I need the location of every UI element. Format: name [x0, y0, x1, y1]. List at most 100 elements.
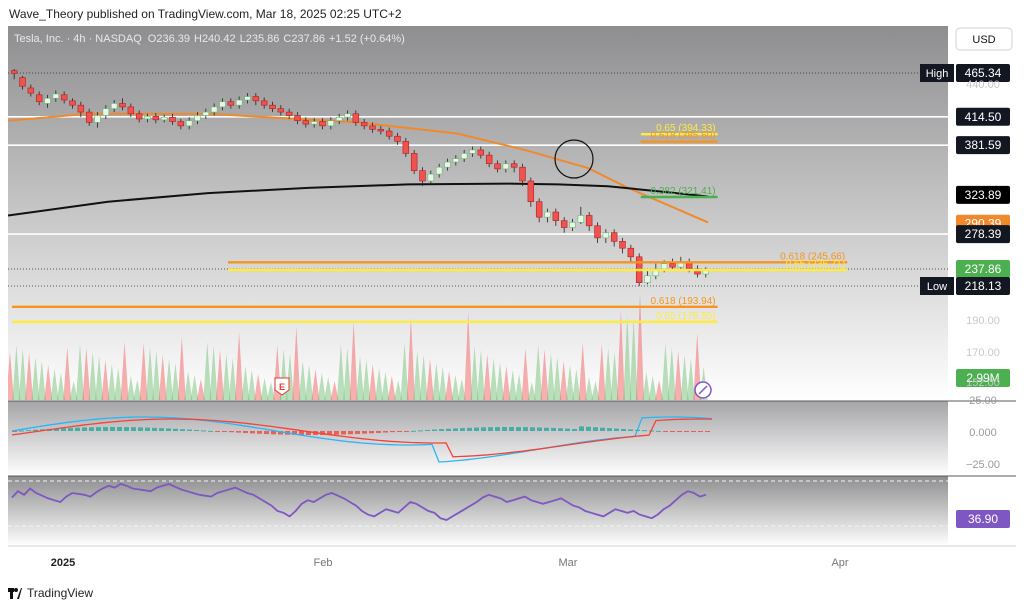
candle-body [344, 113, 351, 118]
volume-bar [387, 376, 396, 400]
candle-body [577, 215, 585, 223]
volume-bar [356, 356, 364, 400]
earnings-marker[interactable]: E [274, 377, 290, 396]
candle-body [494, 163, 501, 170]
candle-body [85, 111, 93, 123]
rsi-badge-bg [956, 510, 1010, 528]
macd-histogram-bar [698, 431, 703, 432]
volume-bar [311, 369, 320, 400]
macd-histogram-bar [26, 430, 31, 432]
macd-histogram-bar [138, 427, 143, 431]
price-axis-label: 190.00 [966, 315, 1000, 327]
macd-histogram-bar [208, 430, 213, 432]
volume-bar [521, 348, 530, 400]
price-badge-bg [956, 107, 1010, 126]
volume-bar [76, 344, 84, 400]
legend-high-label: H [194, 33, 202, 45]
macd-histogram-bar [537, 427, 542, 431]
candle-body [535, 201, 543, 218]
currency-button[interactable]: USD [955, 27, 1013, 51]
candle-body [219, 101, 226, 108]
volume-bar [636, 293, 644, 400]
macd-histogram-bar [572, 428, 577, 431]
publisher-text: Wave_Theory published on TradingView.com… [9, 7, 402, 21]
candle-body [402, 141, 410, 154]
macd-histogram-bar [551, 427, 556, 431]
macd-histogram-bar [509, 427, 514, 431]
macd-histogram-bar [425, 429, 430, 431]
volume-bar [502, 366, 511, 400]
volume-bar [661, 343, 670, 400]
volume-bar [330, 381, 339, 400]
macd-histogram-bar [236, 431, 241, 433]
price-chart[interactable]: Tesla, Inc. · 4h · NASDAQ O236.39 H240.42 L… [8, 26, 1016, 576]
macd-histogram-bar [173, 428, 178, 431]
volume-bar [642, 372, 651, 400]
macd-histogram-bar [89, 427, 94, 431]
volume-bar [534, 345, 543, 400]
volume-bar [464, 312, 473, 400]
volume-bar [8, 352, 14, 400]
macd-histogram-bar [523, 427, 528, 431]
macd-histogram-bar [215, 431, 220, 432]
volume-bar [120, 342, 129, 400]
volume-badge: 2.99M [966, 371, 999, 385]
macd-histogram-bar [320, 431, 325, 435]
candle-body [244, 96, 251, 101]
volume-bar [126, 376, 135, 400]
level-lines [8, 72, 948, 287]
macd-histogram-bar [642, 430, 647, 432]
time-axis-label: 2025 [51, 557, 75, 569]
macd-histogram-bar [376, 431, 381, 433]
macd-histogram-bar [565, 428, 570, 431]
macd-histogram-bar [355, 431, 360, 434]
legend-open: 236.39 [156, 33, 190, 45]
macd-histogram-bar [691, 431, 696, 432]
candle-body [394, 135, 401, 142]
candle-body [210, 106, 218, 113]
macd-histogram-bar [271, 431, 276, 435]
macd-histogram-bar [124, 427, 129, 431]
event-icon[interactable] [694, 381, 712, 399]
time-axis-bg [8, 546, 1016, 576]
candle-body [544, 211, 551, 218]
volume-bar [623, 315, 632, 400]
volume-bar [432, 363, 441, 400]
price-badge: 414.50 [965, 110, 1002, 124]
candle-body [335, 116, 343, 121]
macd-histogram-bar [54, 428, 59, 431]
volume-histogram [8, 293, 708, 400]
macd-histogram-bar [103, 427, 108, 431]
macd-histogram-bar [439, 429, 444, 431]
candle-body [669, 263, 676, 268]
volume-bar [680, 355, 689, 400]
candle-body [302, 120, 310, 125]
macd-histogram-bar [110, 427, 115, 431]
volume-bar [629, 319, 638, 400]
fib-label: 0.65 (394.33) [656, 123, 716, 134]
macd-histogram-bar [334, 431, 339, 435]
fib-label: 0.65 (236.71) [786, 259, 846, 270]
macd-histogram-bar [341, 431, 346, 435]
volume-bar [604, 348, 613, 400]
macd-histogram-bar [306, 431, 311, 435]
axis-labels: 440.00 190.00 170.00 152.00 25.00 0.000 −25.00… [51, 79, 1000, 569]
candle-body [177, 121, 185, 127]
macd-histogram-bar [544, 427, 549, 431]
volume-bar [88, 352, 97, 400]
candle-body [102, 108, 110, 116]
volume-bar [222, 354, 231, 400]
volume-bar [37, 361, 46, 400]
volume-bar [674, 351, 683, 400]
candle-body [35, 94, 43, 103]
price-badge-bg [956, 260, 1010, 279]
volume-bar [50, 369, 59, 400]
candle-body [319, 121, 326, 127]
macd-histogram-bar [117, 427, 122, 431]
volume-bar [292, 327, 301, 400]
volume-bar [400, 343, 409, 400]
currency-label[interactable]: USD [972, 34, 995, 46]
macd-histogram-bar [201, 430, 206, 432]
volume-badge-bg [956, 369, 1010, 387]
candle-body [460, 153, 468, 159]
